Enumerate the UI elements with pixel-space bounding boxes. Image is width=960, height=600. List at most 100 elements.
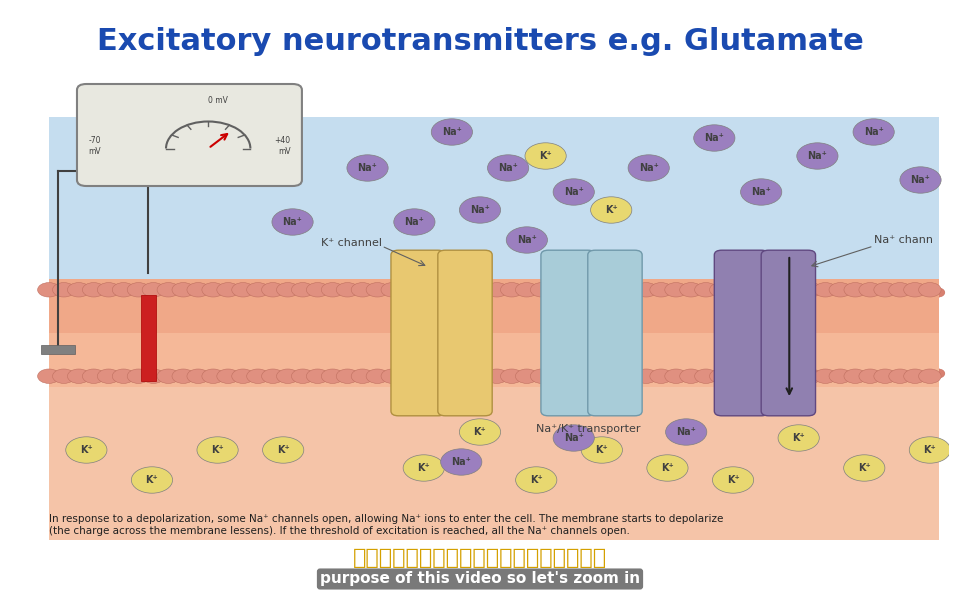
Text: Na⁺: Na⁺ [470, 205, 490, 215]
Circle shape [157, 283, 180, 297]
Circle shape [525, 143, 566, 169]
Circle shape [65, 287, 81, 297]
Circle shape [799, 283, 822, 297]
Circle shape [620, 369, 642, 383]
Circle shape [128, 283, 150, 297]
Circle shape [351, 283, 373, 297]
Circle shape [128, 369, 150, 383]
Circle shape [187, 369, 209, 383]
Text: K⁺: K⁺ [418, 463, 430, 473]
Circle shape [829, 283, 852, 297]
Text: K⁺: K⁺ [595, 445, 609, 455]
Circle shape [530, 369, 553, 383]
Circle shape [65, 437, 107, 463]
Circle shape [157, 369, 180, 383]
Circle shape [767, 287, 781, 297]
Circle shape [114, 287, 130, 297]
Circle shape [247, 369, 269, 383]
Circle shape [718, 287, 732, 297]
Circle shape [581, 437, 622, 463]
Circle shape [82, 287, 97, 297]
Circle shape [142, 283, 164, 297]
Circle shape [470, 283, 493, 297]
Circle shape [500, 369, 523, 383]
Bar [49, 279, 939, 333]
Circle shape [588, 287, 602, 297]
Circle shape [553, 425, 594, 451]
Text: Na⁺: Na⁺ [564, 187, 584, 197]
Text: K⁺: K⁺ [146, 475, 158, 485]
Circle shape [718, 368, 732, 379]
Circle shape [212, 287, 227, 297]
Text: +40
mV: +40 mV [275, 136, 291, 155]
Circle shape [522, 368, 537, 379]
Circle shape [636, 368, 651, 379]
Circle shape [366, 283, 389, 297]
Text: Na⁺: Na⁺ [404, 217, 424, 227]
Text: K⁺: K⁺ [473, 427, 487, 437]
Circle shape [441, 283, 464, 297]
Text: Na⁺: Na⁺ [807, 151, 828, 161]
Circle shape [799, 369, 822, 383]
Circle shape [490, 287, 504, 297]
FancyBboxPatch shape [49, 117, 939, 279]
Text: K⁺: K⁺ [211, 445, 224, 455]
Circle shape [751, 368, 765, 379]
Circle shape [800, 287, 814, 297]
Circle shape [351, 369, 373, 383]
Circle shape [431, 119, 472, 145]
Circle shape [604, 368, 618, 379]
Circle shape [217, 283, 239, 297]
Circle shape [490, 368, 504, 379]
Circle shape [473, 368, 488, 379]
Circle shape [67, 283, 90, 297]
Circle shape [695, 369, 717, 383]
Text: Na⁺: Na⁺ [451, 457, 471, 467]
Circle shape [734, 368, 749, 379]
Text: Na⁺: Na⁺ [442, 127, 462, 137]
Circle shape [605, 283, 628, 297]
Circle shape [294, 287, 308, 297]
Circle shape [53, 369, 75, 383]
Text: Na⁺: Na⁺ [638, 163, 659, 173]
FancyBboxPatch shape [714, 250, 769, 416]
Circle shape [441, 449, 482, 475]
Circle shape [457, 287, 471, 297]
FancyBboxPatch shape [391, 250, 445, 416]
Circle shape [197, 437, 238, 463]
Circle shape [844, 369, 867, 383]
Circle shape [575, 283, 598, 297]
Circle shape [326, 287, 341, 297]
Circle shape [539, 287, 553, 297]
Text: K⁺: K⁺ [661, 463, 674, 473]
Circle shape [889, 369, 911, 383]
Circle shape [751, 287, 765, 297]
Circle shape [486, 369, 508, 383]
Circle shape [343, 368, 357, 379]
Circle shape [67, 369, 90, 383]
Text: K⁺: K⁺ [727, 475, 739, 485]
Circle shape [396, 369, 419, 383]
Text: Na⁺ chann: Na⁺ chann [874, 235, 933, 245]
Circle shape [456, 369, 478, 383]
Circle shape [392, 287, 406, 297]
Circle shape [347, 155, 388, 181]
Circle shape [359, 287, 373, 297]
Circle shape [516, 467, 557, 493]
Circle shape [366, 369, 389, 383]
Circle shape [930, 287, 945, 297]
Circle shape [620, 368, 635, 379]
Circle shape [262, 283, 284, 297]
Circle shape [702, 368, 716, 379]
Circle shape [588, 368, 602, 379]
Text: K⁺: K⁺ [530, 475, 542, 485]
Circle shape [196, 368, 210, 379]
Circle shape [914, 368, 928, 379]
Circle shape [147, 368, 161, 379]
Circle shape [628, 155, 669, 181]
Circle shape [909, 437, 950, 463]
Circle shape [664, 369, 687, 383]
Circle shape [898, 368, 912, 379]
Text: Na⁺: Na⁺ [516, 235, 537, 245]
Bar [49, 333, 939, 387]
